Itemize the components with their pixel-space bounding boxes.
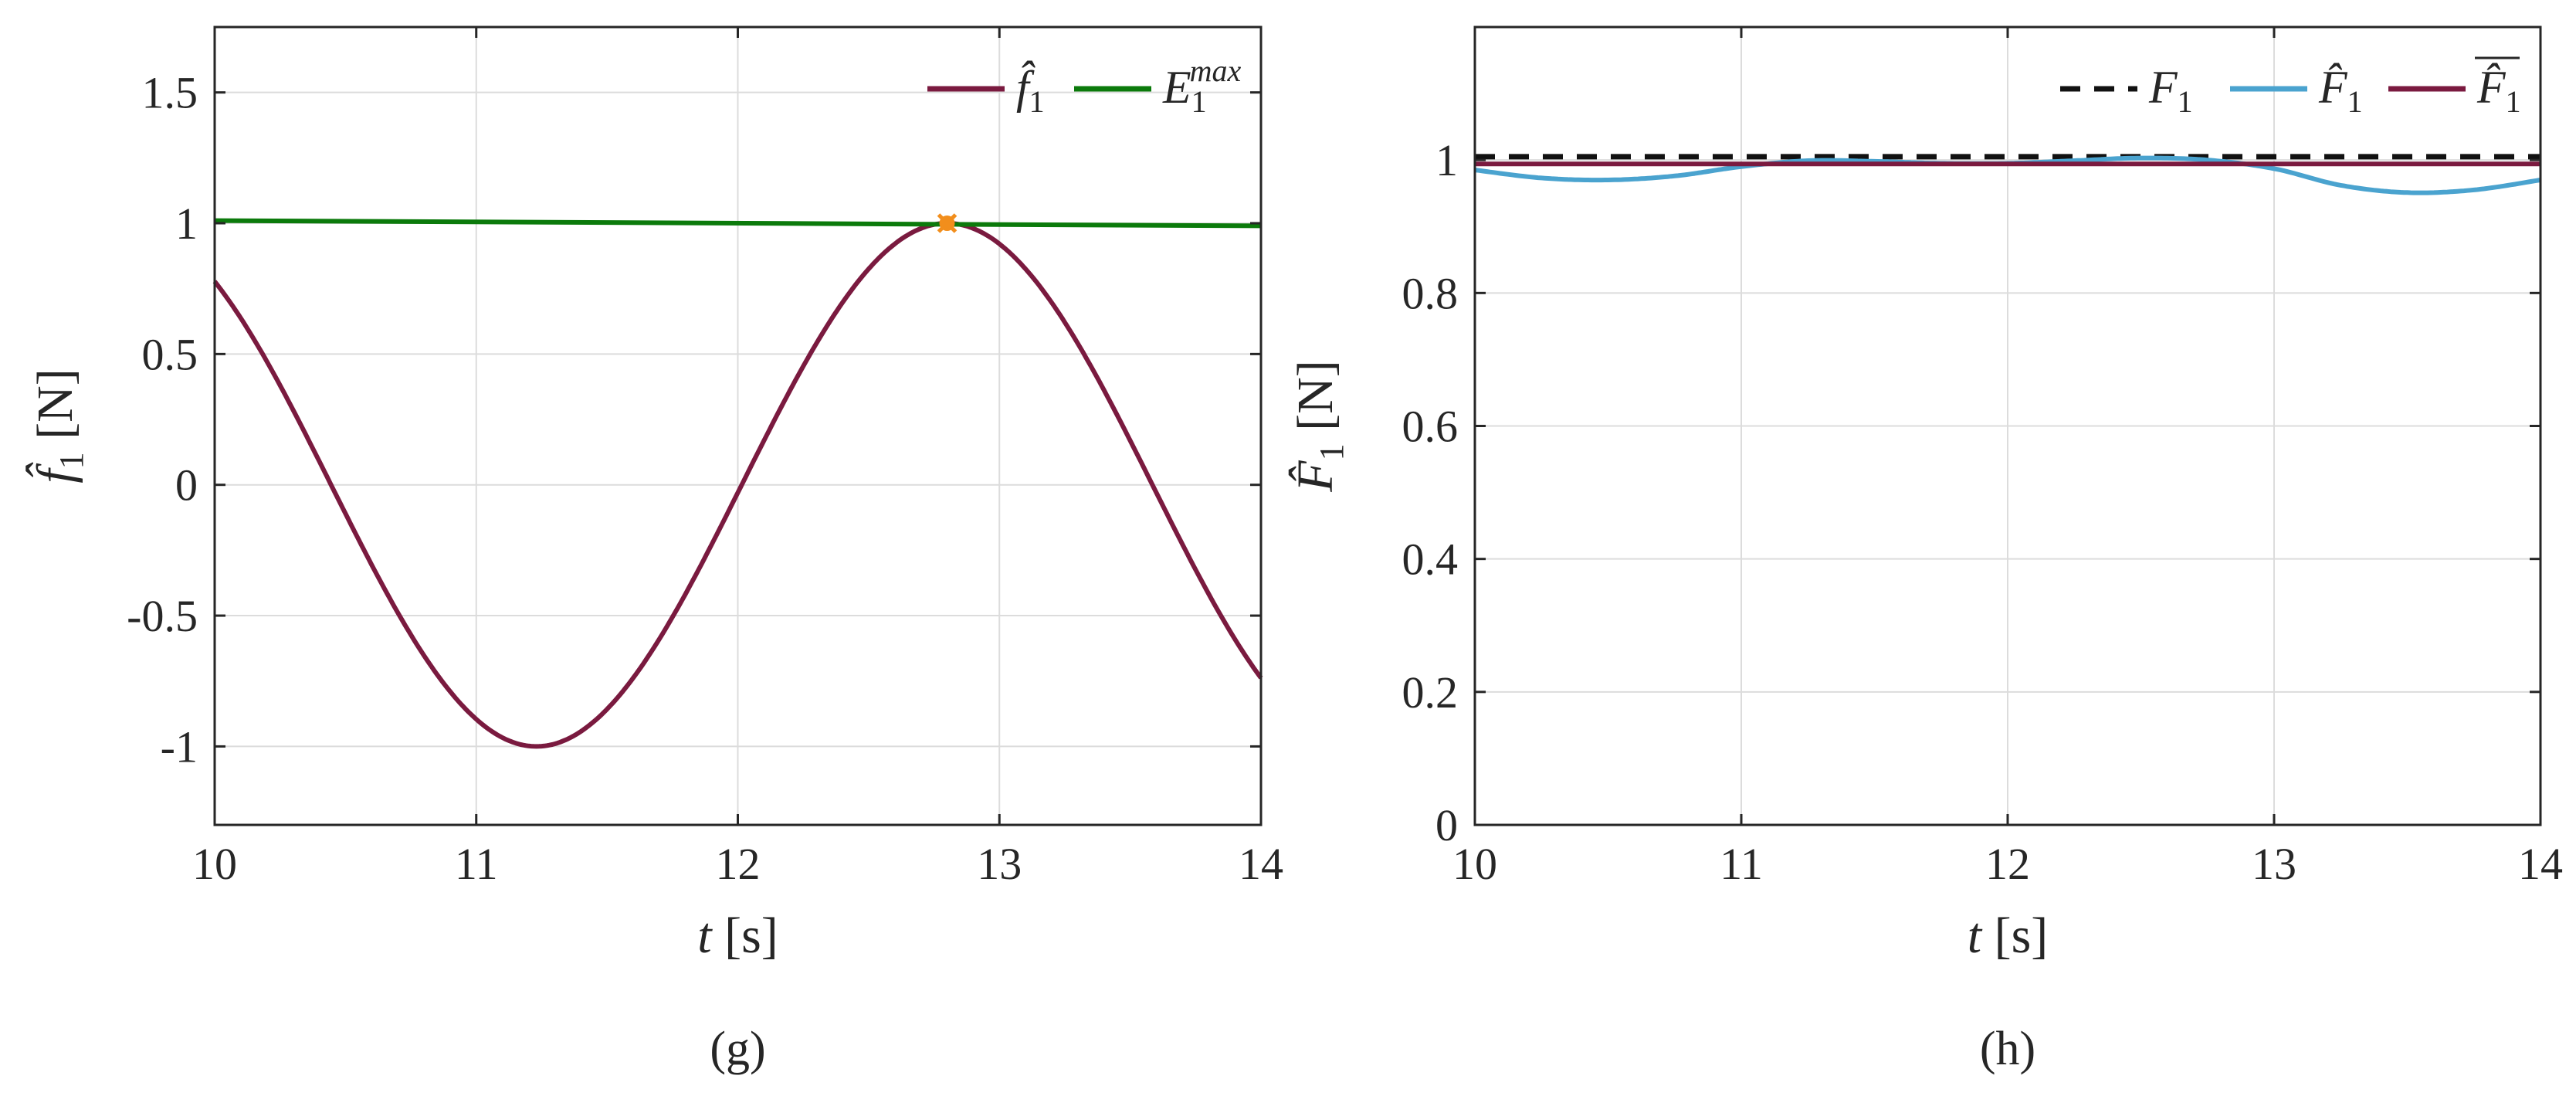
x-tick-label: 10	[192, 839, 237, 889]
x-axis-label-unit: [s]	[712, 908, 778, 964]
x-axis-label-var: t	[1968, 908, 1983, 964]
x-tick-label: 10	[1452, 839, 1497, 889]
y-tick-label: 0.6	[1402, 402, 1459, 452]
x-axis-label: t [s]	[697, 908, 778, 964]
legend-label-sub: 1	[2347, 84, 2363, 119]
legend-label-sub: 1	[1029, 84, 1045, 119]
legend-label: F̂1	[2318, 62, 2363, 119]
y-axis-label-sub: 1	[53, 452, 90, 469]
legend-item: F1	[2060, 62, 2193, 119]
legend-label: F̂1	[2476, 62, 2521, 119]
legend-label-main: E	[1162, 62, 1191, 113]
x-tick-label: 13	[2252, 839, 2296, 889]
legend-label-main: F	[2148, 62, 2178, 113]
panel-caption: (g)	[710, 1023, 765, 1075]
x-tick-label: 11	[455, 839, 498, 889]
y-tick-label: 0.2	[1402, 667, 1459, 718]
legend-label-main: F̂	[2476, 62, 2507, 113]
peak-marker-cross	[937, 213, 958, 233]
series-line-0	[212, 221, 1263, 749]
chart-g: 10 11 12 13 141.510.50-0.5-1t [s]f̂1 [N]f̂1 E…	[25, 25, 1283, 1075]
legend-label: f̂1	[1016, 61, 1045, 119]
x-tick-label: 13	[977, 839, 1022, 889]
legend-label: E1max	[1162, 53, 1242, 119]
y-tick-label: 0.8	[1402, 268, 1459, 318]
y-tick-label: 0.5	[142, 329, 198, 379]
legend-label-sub: 1	[2178, 84, 2193, 119]
legend-label-sup: max	[1190, 53, 1242, 88]
y-tick-label: 0.4	[1402, 534, 1459, 585]
y-axis-label-symbol: F̂	[1287, 460, 1344, 493]
legend-label-sub: 1	[1191, 84, 1207, 119]
x-tick-label: 12	[716, 839, 761, 889]
x-tick-label: 11	[1720, 839, 1763, 889]
legend-label-main: F̂	[2318, 62, 2348, 113]
x-tick-label: 12	[1985, 839, 2030, 889]
y-axis-label-unit: [N]	[27, 368, 83, 452]
x-axis-label-var: t	[697, 908, 713, 964]
y-tick-label: -1	[161, 721, 198, 772]
x-axis-label-unit: [s]	[1981, 908, 2048, 964]
panel-caption: (h)	[1980, 1023, 2035, 1075]
series-line-1	[214, 218, 1262, 229]
legend-label: F1	[2148, 62, 2193, 119]
y-tick-label: 1	[1435, 135, 1458, 185]
legend-item: f̂1	[927, 61, 1045, 119]
legend-item: F̂1	[2230, 62, 2363, 119]
y-tick-label: 1	[175, 199, 198, 249]
y-axis-label-sub: 1	[1313, 443, 1351, 460]
legend-label-sub: 1	[2506, 84, 2521, 119]
legend-item: E1max	[1074, 53, 1242, 119]
y-tick-label: -0.5	[127, 591, 198, 641]
x-axis-label: t [s]	[1968, 908, 2049, 964]
legend-item: F̂1	[2388, 56, 2521, 119]
y-tick-label: 0	[175, 460, 198, 511]
y-axis-label-unit: [N]	[1287, 360, 1344, 443]
y-axis-label: F̂1 [N]	[1287, 360, 1351, 492]
y-tick-label: 0	[1435, 800, 1458, 850]
y-tick-label: 1.5	[142, 68, 198, 118]
x-tick-label: 14	[2518, 839, 2563, 889]
x-tick-label: 14	[1239, 839, 1283, 889]
y-axis-label: f̂1 [N]	[25, 368, 90, 483]
